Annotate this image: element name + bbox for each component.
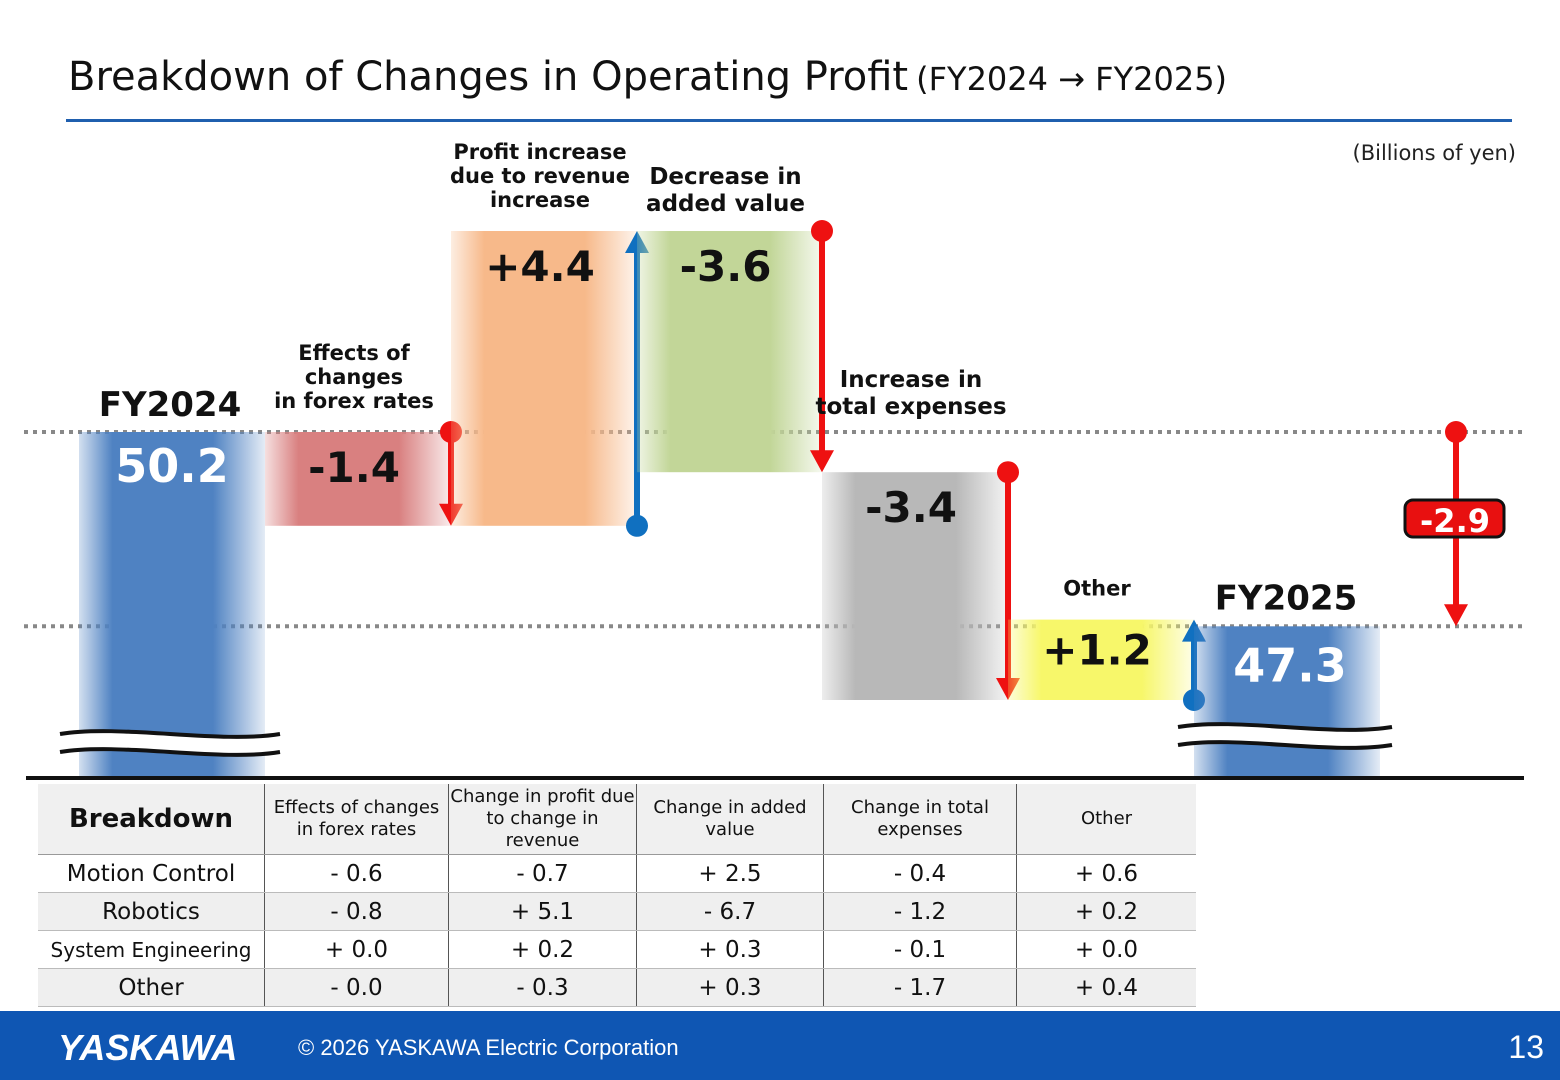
bar-step-2-category-label: due to revenue <box>450 164 630 188</box>
axis-break-right-upper <box>1177 722 1393 732</box>
table-cell: - 1.7 <box>823 968 1017 1007</box>
net-change-badge <box>1403 498 1506 539</box>
table-cell: - 0.8 <box>264 892 449 931</box>
bar-step-4-value-label: -3.4 <box>865 483 957 532</box>
table-cell: + 5.1 <box>448 892 637 931</box>
table-cell: - 1.2 <box>823 892 1017 931</box>
net-change-arrow-origin-dot <box>1445 421 1467 443</box>
page-title: Breakdown of Changes in Operating Profit… <box>68 54 1227 100</box>
row-label-other: Other <box>38 968 265 1007</box>
table-row: Motion Control - 0.6 - 0.7 + 2.5 - 0.4 +… <box>38 854 1196 893</box>
table-header-forex: Effects of changes in forex rates <box>264 784 449 855</box>
bar-fy2025-name-label: FY2025 <box>1215 578 1357 618</box>
footer-bar: YASKAWA © 2026 YASKAWA Electric Corporat… <box>0 1011 1560 1080</box>
title-rule <box>66 119 1512 122</box>
bar-step-1-value-label: -1.4 <box>308 443 400 492</box>
table-row: Robotics - 0.8 + 5.1 - 6.7 - 1.2 + 0.2 <box>38 892 1196 931</box>
table-cell: - 0.1 <box>823 930 1017 969</box>
bar-step-5-category-label: Other <box>1063 577 1131 601</box>
page-number: 13 <box>1508 1029 1544 1065</box>
table-cell: - 6.7 <box>636 892 824 931</box>
axis-break-right-lower <box>1177 740 1393 750</box>
bar-fy2024-value-label: 50.2 <box>115 439 229 493</box>
table-cell: - 0.4 <box>823 854 1017 893</box>
bar-step-5 <box>1008 619 1194 700</box>
bar-fy2024 <box>79 432 265 778</box>
row-label-system-engineering: System Engineering <box>38 930 265 969</box>
table-cell: + 0.4 <box>1016 968 1196 1007</box>
bar-step-3-arrow-head <box>810 450 834 473</box>
net-change-arrow-head <box>1444 604 1468 627</box>
table-row: Other - 0.0 - 0.3 + 0.3 - 1.7 + 0.4 <box>38 968 1196 1007</box>
table-header-breakdown: Breakdown <box>38 784 265 855</box>
table-cell: + 0.3 <box>636 930 824 969</box>
table-cell: - 0.3 <box>448 968 637 1007</box>
breakdown-table: Breakdown Effects of changes in forex ra… <box>38 784 1196 1007</box>
table-cell: - 0.7 <box>448 854 637 893</box>
row-label-motion-control: Motion Control <box>38 854 265 893</box>
table-cell: + 2.5 <box>636 854 824 893</box>
bar-step-1-category-label: changes <box>305 365 403 389</box>
table-cell: + 0.3 <box>636 968 824 1007</box>
table-cell: + 0.0 <box>1016 930 1196 969</box>
bar-step-1-category-label: Effects of <box>298 341 410 365</box>
bar-step-2-value-label: +4.4 <box>485 242 595 291</box>
table-header-other: Other <box>1016 784 1196 855</box>
bar-step-3-category-label: Decrease in <box>649 164 801 190</box>
bar-step-3-category-label: added value <box>646 191 805 217</box>
title-main: Breakdown of Changes in Operating Profit <box>68 54 909 100</box>
table-header-expenses: Change in total expenses <box>823 784 1017 855</box>
table-cell: + 0.6 <box>1016 854 1196 893</box>
net-change-value-label: -2.9 <box>1420 502 1490 540</box>
axis-break-left-gap <box>58 731 282 755</box>
table-header-revenue: Change in profit due to change in revenu… <box>448 784 637 855</box>
bar-step-2 <box>451 231 637 526</box>
units-label: (Billions of yen) <box>1352 141 1516 165</box>
bar-step-3-arrow-origin-dot <box>811 220 833 242</box>
bar-fy2024-name-label: FY2024 <box>99 385 241 425</box>
axis-break-right-gap <box>1176 724 1394 748</box>
bar-step-4-category-label: Increase in <box>840 367 983 393</box>
axis-break-left-lower <box>59 747 281 757</box>
bar-step-1 <box>265 432 451 526</box>
table-row: System Engineering + 0.0 + 0.2 + 0.3 - 0… <box>38 930 1196 969</box>
bar-step-4-category-label: total expenses <box>815 394 1006 420</box>
table-cell: - 0.0 <box>264 968 449 1007</box>
bar-fy2025 <box>1194 626 1380 778</box>
bar-step-4-arrow-origin-dot <box>997 461 1019 484</box>
bar-step-3-value-label: -3.6 <box>680 242 772 291</box>
bar-step-4 <box>822 472 1008 700</box>
title-sub: (FY2024 → FY2025) <box>916 60 1228 98</box>
table-cell: + 0.2 <box>448 930 637 969</box>
table-header-added-value: Change in added value <box>636 784 824 855</box>
row-label-robotics: Robotics <box>38 892 265 931</box>
bar-step-2-category-label: Profit increase <box>453 140 626 164</box>
bar-step-2-category-label: increase <box>490 188 590 212</box>
axis-break-left-upper <box>59 729 281 739</box>
table-cell: + 0.0 <box>264 930 449 969</box>
table-cell: - 0.6 <box>264 854 449 893</box>
copyright-text: © 2026 YASKAWA Electric Corporation <box>298 1035 679 1060</box>
bar-step-3 <box>637 231 822 473</box>
bar-step-2-arrow-origin-dot <box>626 514 648 537</box>
table-cell: + 0.2 <box>1016 892 1196 931</box>
table-header-row: Breakdown Effects of changes in forex ra… <box>38 784 1196 855</box>
bar-step-5-value-label: +1.2 <box>1042 626 1152 675</box>
company-logo: YASKAWA <box>58 1027 238 1068</box>
bar-step-1-category-label: in forex rates <box>274 389 434 413</box>
bar-fy2025-value-label: 47.3 <box>1233 638 1347 692</box>
